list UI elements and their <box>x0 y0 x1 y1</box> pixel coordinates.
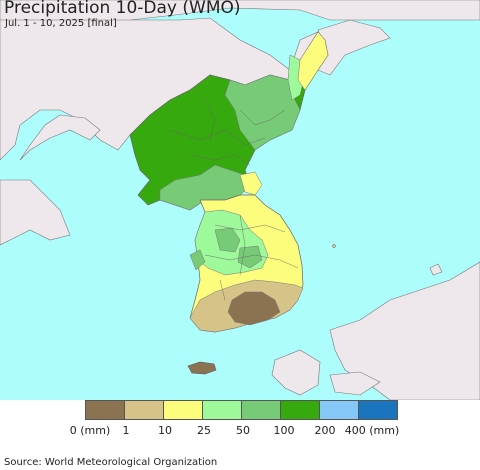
south-korea-50-100-patch <box>214 227 241 253</box>
legend-tick-label: 1 <box>122 424 130 437</box>
color-legend <box>85 400 398 420</box>
map-title: Precipitation 10-Day (WMO) <box>4 0 241 18</box>
source-credit: Source: World Meteorological Organizatio… <box>4 457 218 468</box>
map-subtitle: Jul. 1 - 10, 2025 [final] <box>5 18 117 29</box>
legend-tick-label: 100 <box>273 424 295 437</box>
legend-tick-label: 10 <box>158 424 172 437</box>
legend-swatch-3 <box>202 400 242 420</box>
legend-swatch-0 <box>85 400 125 420</box>
oki-island <box>429 263 443 276</box>
legend-swatch-2 <box>163 400 203 420</box>
legend-ticks: 0 (mm) 1 10 25 50 100 200 400 (mm) <box>0 424 480 438</box>
shandong-peninsula <box>0 179 71 246</box>
liaodong-peninsula <box>19 114 101 161</box>
north-korea-10-25-northeast <box>297 31 329 91</box>
ulleung-island <box>332 244 336 248</box>
north-korea-50-100-east <box>224 74 301 151</box>
legend-tick-label: 200 <box>314 424 336 437</box>
legend-swatch-6 <box>319 400 359 420</box>
legend-tick-label: 25 <box>197 424 211 437</box>
japan-kyushu <box>271 349 321 396</box>
jeju-island <box>187 361 217 375</box>
south-korea-50-100-west <box>189 249 206 271</box>
south-korea-0-1-core <box>227 291 281 326</box>
north-korea-10-25-kaesong <box>239 171 263 196</box>
japan-honshu <box>329 261 480 400</box>
precipitation-map <box>0 0 480 400</box>
legend-swatch-1 <box>124 400 164 420</box>
japan-shikoku <box>329 371 381 396</box>
province-borders <box>169 99 299 301</box>
legend-swatch-7 <box>358 400 398 420</box>
legend-tick-label: 0 (mm) <box>69 424 111 437</box>
footer <box>0 453 480 470</box>
legend-tick-label: 50 <box>236 424 250 437</box>
legend-swatch-4 <box>241 400 281 420</box>
legend-swatch-5 <box>280 400 320 420</box>
legend-tick-label: 400 (mm) <box>344 424 400 437</box>
